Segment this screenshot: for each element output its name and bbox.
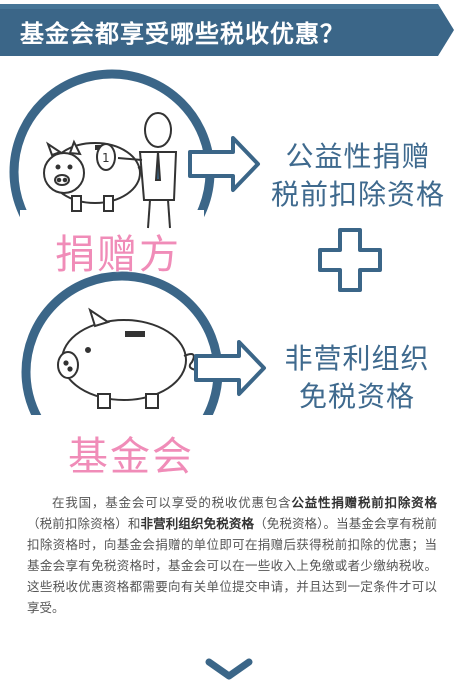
plus-icon	[318, 228, 382, 292]
title-banner: 基金会都享受哪些税收优惠？	[0, 0, 459, 60]
donor-benefit-line2: 税前扣除资格	[270, 178, 445, 211]
illustration: 1	[9, 69, 382, 480]
donor-benefit-line1: 公益性捐赠	[285, 140, 431, 173]
donor-benefit: 公益性捐赠 税前扣除资格	[258, 138, 458, 214]
page-title: 基金会都享受哪些税收优惠？	[20, 20, 345, 48]
donor-person-icon	[117, 112, 178, 229]
arrow-right-icon	[188, 136, 260, 192]
foundation-label: 基金会	[68, 434, 194, 480]
svg-text:1: 1	[102, 151, 110, 165]
coin-icon: 1	[96, 143, 116, 171]
desc-part-1: 在我国，基金会可以享受的税收优惠包含	[52, 495, 292, 510]
desc-part-2: （税前扣除资格）和	[27, 516, 141, 531]
description-paragraph: 在我国，基金会可以享受的税收优惠包含公益性捐赠税前扣除资格 （税前扣除资格）和非营…	[27, 492, 437, 618]
desc-bold-1: 公益性捐赠税前扣除资格	[291, 495, 437, 510]
piggy-bank-icon	[57, 307, 197, 409]
banner-shape	[0, 4, 454, 56]
chevron-down-icon[interactable]	[205, 658, 253, 682]
arrow-right-icon-2	[194, 340, 266, 396]
foundation-benefit-line2: 免税资格	[298, 380, 415, 413]
desc-part-3: （免税资格）。当基金会享有税前扣除资格时，向基金会捐赠的单位即可在捐赠后获得税前…	[27, 516, 437, 615]
donor-label: 捐赠方	[55, 232, 181, 278]
desc-bold-2: 非营利组织免税资格	[140, 516, 255, 531]
foundation-benefit: 非营利组织 免税资格	[262, 340, 452, 416]
foundation-benefit-line1: 非营利组织	[284, 342, 430, 375]
